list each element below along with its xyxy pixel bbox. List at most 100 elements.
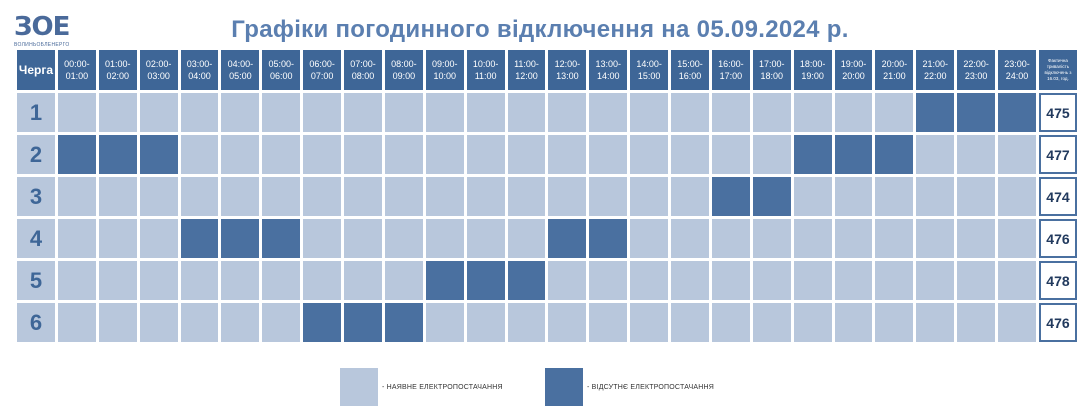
power-slot bbox=[793, 219, 832, 258]
hour-column-header: 19:00- 20:00 bbox=[834, 50, 873, 90]
legend-available: - НАЯВНЕ ЕЛЕКТРОПОСТАЧАННЯ bbox=[340, 368, 503, 406]
power-slot bbox=[344, 177, 382, 216]
legend-missing-swatch bbox=[545, 368, 583, 406]
power-slot bbox=[466, 303, 505, 342]
power-slot bbox=[303, 219, 342, 258]
power-slot bbox=[548, 93, 587, 132]
outage-total: 474 bbox=[1038, 177, 1077, 216]
power-slot bbox=[57, 177, 96, 216]
power-slot bbox=[384, 261, 423, 300]
queue-number: 6 bbox=[17, 303, 55, 342]
hour-column-header: 01:00- 02:00 bbox=[98, 50, 137, 90]
company-logo: ЗОЕ ВОЛИНЬОБЛЕНЕРГО bbox=[14, 14, 76, 48]
power-slot bbox=[875, 303, 914, 342]
power-slot bbox=[425, 177, 464, 216]
outage-slot bbox=[507, 261, 546, 300]
hour-column-header: 23:00- 24:00 bbox=[998, 50, 1036, 90]
power-slot bbox=[98, 93, 137, 132]
power-slot bbox=[957, 303, 996, 342]
outage-slot bbox=[384, 303, 423, 342]
hour-column-header: 07:00- 08:00 bbox=[344, 50, 382, 90]
outage-slot bbox=[139, 135, 178, 174]
power-slot bbox=[180, 93, 219, 132]
power-slot bbox=[57, 261, 96, 300]
hour-column-header: 16:00- 17:00 bbox=[711, 50, 750, 90]
power-slot bbox=[507, 303, 546, 342]
power-slot bbox=[180, 177, 219, 216]
power-slot bbox=[98, 219, 137, 258]
power-slot bbox=[752, 261, 791, 300]
power-slot bbox=[711, 93, 750, 132]
outage-slot bbox=[916, 93, 955, 132]
outage-schedule-table: Черга 00:00- 01:00 01:00- 02:00 02:00- 03:… bbox=[14, 47, 1080, 345]
power-slot bbox=[834, 303, 873, 342]
hour-column-header: 13:00- 14:00 bbox=[589, 50, 628, 90]
power-slot bbox=[262, 177, 301, 216]
power-slot bbox=[875, 177, 914, 216]
outage-slot bbox=[221, 219, 260, 258]
power-slot bbox=[671, 93, 709, 132]
power-slot bbox=[916, 135, 955, 174]
power-slot bbox=[303, 93, 342, 132]
outage-slot bbox=[425, 261, 464, 300]
outage-slot bbox=[711, 177, 750, 216]
power-slot bbox=[589, 261, 628, 300]
queue-row: 6 476 bbox=[17, 303, 1077, 342]
outage-slot bbox=[548, 219, 587, 258]
outage-slot bbox=[998, 93, 1036, 132]
hour-column-header: 04:00- 05:00 bbox=[221, 50, 260, 90]
duration-column-header: Фактична тривалість відключень з 16.03, … bbox=[1038, 50, 1077, 90]
power-slot bbox=[630, 135, 669, 174]
power-slot bbox=[98, 177, 137, 216]
power-slot bbox=[998, 219, 1036, 258]
power-slot bbox=[793, 93, 832, 132]
hour-column-header: 22:00- 23:00 bbox=[957, 50, 996, 90]
power-slot bbox=[221, 135, 260, 174]
power-slot bbox=[57, 93, 96, 132]
legend-available-swatch bbox=[340, 368, 378, 406]
legend-missing: - ВІДСУТНЄ ЕЛЕКТРОПОСТАЧАННЯ bbox=[545, 368, 714, 406]
power-slot bbox=[98, 261, 137, 300]
hour-column-header: 14:00- 15:00 bbox=[630, 50, 669, 90]
schedule-body: 1 475 2 477 3 474 4 476 5 478 6 476 bbox=[17, 93, 1077, 342]
power-slot bbox=[384, 93, 423, 132]
power-slot bbox=[384, 135, 423, 174]
power-slot bbox=[711, 135, 750, 174]
power-slot bbox=[548, 177, 587, 216]
hour-column-header: 02:00- 03:00 bbox=[139, 50, 178, 90]
hour-column-header: 06:00- 07:00 bbox=[303, 50, 342, 90]
power-slot bbox=[916, 303, 955, 342]
outage-slot bbox=[180, 219, 219, 258]
outage-slot bbox=[98, 135, 137, 174]
power-slot bbox=[466, 219, 505, 258]
power-slot bbox=[589, 303, 628, 342]
hour-column-header: 15:00- 16:00 bbox=[671, 50, 709, 90]
hour-column-header: 05:00- 06:00 bbox=[262, 50, 301, 90]
power-slot bbox=[57, 219, 96, 258]
power-slot bbox=[139, 261, 178, 300]
power-slot bbox=[221, 93, 260, 132]
queue-number: 1 bbox=[17, 93, 55, 132]
power-slot bbox=[507, 135, 546, 174]
power-slot bbox=[425, 135, 464, 174]
outage-slot bbox=[957, 93, 996, 132]
outage-total: 476 bbox=[1038, 303, 1077, 342]
power-slot bbox=[630, 303, 669, 342]
power-slot bbox=[589, 135, 628, 174]
outage-slot bbox=[589, 219, 628, 258]
page-title: Графіки погодинного відключення на 05.09… bbox=[231, 16, 849, 43]
queue-row: 4 476 bbox=[17, 219, 1077, 258]
power-slot bbox=[139, 93, 178, 132]
hour-column-header: 21:00- 22:00 bbox=[916, 50, 955, 90]
queue-column-header: Черга bbox=[17, 50, 55, 90]
power-slot bbox=[57, 303, 96, 342]
power-slot bbox=[466, 135, 505, 174]
power-slot bbox=[875, 93, 914, 132]
outage-slot bbox=[466, 261, 505, 300]
power-slot bbox=[180, 303, 219, 342]
power-slot bbox=[671, 303, 709, 342]
outage-total: 478 bbox=[1038, 261, 1077, 300]
power-slot bbox=[303, 177, 342, 216]
outage-slot bbox=[752, 177, 791, 216]
outage-slot bbox=[303, 303, 342, 342]
